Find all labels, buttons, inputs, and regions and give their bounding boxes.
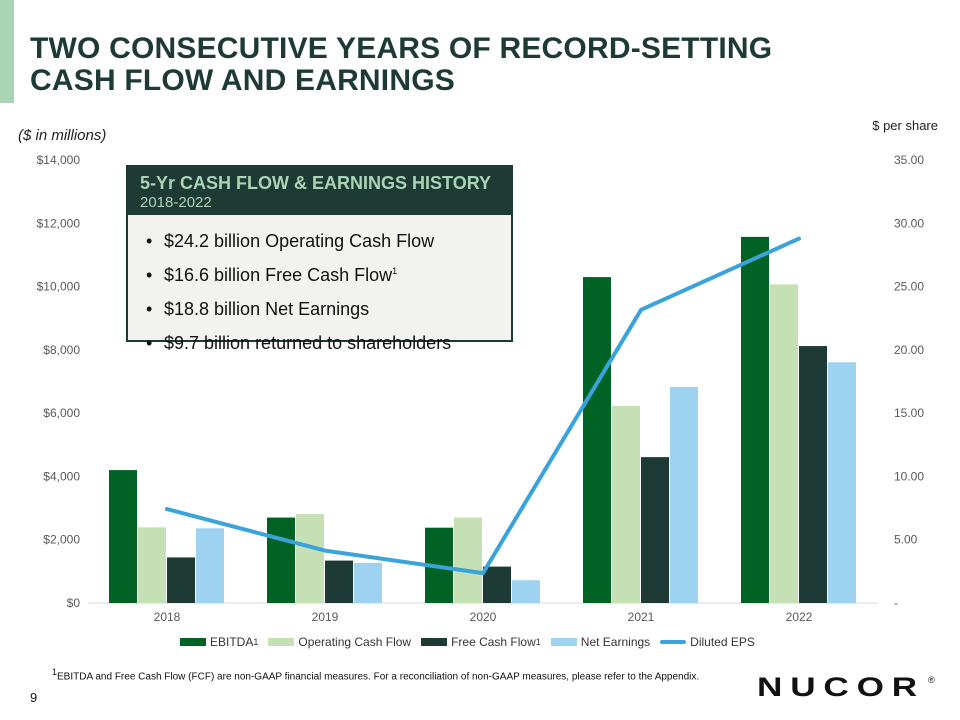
legend-label: Diluted EPS bbox=[690, 635, 755, 649]
bar-free-cash-flow bbox=[641, 457, 669, 603]
footnote-mark: 1 bbox=[52, 667, 58, 677]
line-diluted-eps bbox=[165, 236, 801, 576]
history-callout-box: 5-Yr CASH FLOW & EARNINGS HISTORY 2018-2… bbox=[126, 165, 513, 353]
slide-accent-bar bbox=[0, 0, 14, 103]
y-right-tick-label: 20.00 bbox=[894, 343, 924, 357]
slide-title-line1: TWO CONSECUTIVE YEARS OF RECORD-SETTING bbox=[30, 32, 773, 65]
left-axis-units: ($ in millions) bbox=[18, 127, 107, 144]
legend-label: Free Cash Flow bbox=[451, 635, 536, 649]
callout-title: 5-Yr CASH FLOW & EARNINGS HISTORY bbox=[140, 173, 492, 193]
bar-net-earnings bbox=[512, 580, 540, 603]
bar-operating-cash-flow bbox=[454, 517, 482, 603]
logo-wordmark: NUCOR bbox=[757, 674, 925, 700]
y-left-tick-label: $8,000 bbox=[43, 343, 80, 357]
logo-registered-mark: ® bbox=[928, 675, 935, 685]
bar-operating-cash-flow bbox=[612, 405, 640, 603]
y-left-tick-label: $0 bbox=[67, 596, 81, 610]
bar-ebitda bbox=[267, 517, 295, 603]
y-right-tick-label: 15.00 bbox=[894, 406, 924, 420]
callout-bullet: • $9.7 billion returned to shareholders bbox=[146, 329, 511, 353]
bar-free-cash-flow bbox=[167, 557, 195, 603]
bar-free-cash-flow bbox=[483, 566, 511, 603]
callout-bullet-sup: 1 bbox=[392, 266, 398, 276]
legend-line-swatch bbox=[660, 640, 687, 644]
footnote-text: EBITDA and Free Cash Flow (FCF) are non-… bbox=[57, 671, 700, 683]
y-right-tick-label: 30.00 bbox=[894, 216, 924, 230]
legend-sup: 1 bbox=[535, 637, 541, 647]
y-left-tick-label: $2,000 bbox=[43, 533, 80, 547]
legend-item-operating-cash-flow: Operating Cash Flow bbox=[268, 635, 411, 649]
callout-subtitle: 2018-2022 bbox=[140, 194, 212, 211]
x-tick-label: 2022 bbox=[786, 610, 813, 624]
y-right-tick-label: 5.00 bbox=[894, 533, 918, 547]
y-right-tick-label: 25.00 bbox=[894, 280, 924, 294]
bar-net-earnings bbox=[354, 562, 382, 603]
chart-legend: EBITDA 1 Operating Cash Flow Free Cash Fl… bbox=[180, 634, 765, 650]
footnote: 1EBITDA and Free Cash Flow (FCF) are non… bbox=[52, 667, 699, 682]
callout-bullet-list: • $24.2 billion Operating Cash Flow • $16.… bbox=[128, 215, 511, 353]
bar-net-earnings bbox=[196, 528, 224, 603]
bar-net-earnings bbox=[828, 362, 856, 603]
bullet-dot-icon: • bbox=[146, 333, 153, 353]
legend-item-net-earnings: Net Earnings bbox=[550, 635, 651, 649]
slide-title-line2: CASH FLOW AND EARNINGS bbox=[30, 64, 455, 97]
callout-bullet: • $18.8 billion Net Earnings bbox=[146, 295, 511, 319]
x-tick-label: 2020 bbox=[470, 610, 497, 624]
bar-free-cash-flow bbox=[325, 560, 353, 603]
callout-bullet-text: $24.2 billion Operating Cash Flow bbox=[164, 231, 435, 251]
legend-swatch bbox=[550, 638, 577, 646]
page-number: 9 bbox=[30, 690, 38, 705]
bar-operating-cash-flow bbox=[770, 284, 798, 603]
callout-bullet: • $24.2 billion Operating Cash Flow bbox=[146, 227, 511, 251]
bullet-dot-icon: • bbox=[146, 299, 153, 319]
legend-swatch bbox=[180, 638, 206, 646]
legend-label: EBITDA bbox=[210, 635, 254, 649]
nucor-logo: NUCOR ® bbox=[757, 674, 935, 700]
bar-operating-cash-flow bbox=[138, 527, 166, 603]
callout-bullet-text: $18.8 billion Net Earnings bbox=[164, 299, 370, 319]
bar-net-earnings bbox=[670, 386, 698, 603]
x-tick-label: 2021 bbox=[628, 610, 655, 624]
bullet-dot-icon: • bbox=[146, 265, 153, 285]
y-right-tick-label: - bbox=[894, 596, 898, 610]
y-right-tick-label: 35.00 bbox=[894, 153, 924, 167]
legend-label: Net Earnings bbox=[580, 635, 651, 649]
legend-swatch bbox=[421, 638, 448, 646]
y-left-tick-label: $10,000 bbox=[37, 280, 81, 294]
legend-item-diluted-eps: Diluted EPS bbox=[660, 635, 755, 649]
legend-item-free-cash-flow: Free Cash Flow 1 bbox=[421, 635, 541, 649]
y-left-tick-label: $4,000 bbox=[43, 469, 80, 483]
bullet-dot-icon: • bbox=[146, 231, 153, 251]
callout-bullet-text: $9.7 billion returned to shareholders bbox=[164, 333, 452, 353]
y-left-tick-label: $12,000 bbox=[37, 216, 81, 230]
callout-header: 5-Yr CASH FLOW & EARNINGS HISTORY 2018-2… bbox=[128, 167, 511, 215]
bar-ebitda bbox=[741, 236, 769, 603]
bar-ebitda bbox=[583, 277, 611, 603]
slide-title: TWO CONSECUTIVE YEARS OF RECORD-SETTING … bbox=[30, 33, 910, 97]
y-left-tick-label: $6,000 bbox=[43, 406, 80, 420]
legend-label: Operating Cash Flow bbox=[298, 635, 412, 649]
bar-operating-cash-flow bbox=[296, 514, 324, 603]
x-tick-label: 2018 bbox=[154, 610, 181, 624]
legend-swatch bbox=[268, 638, 295, 646]
bar-ebitda bbox=[109, 470, 137, 603]
y-left-tick-label: $14,000 bbox=[37, 153, 81, 167]
bar-free-cash-flow bbox=[799, 346, 827, 603]
right-axis-units: $ per share bbox=[872, 118, 938, 133]
x-tick-label: 2019 bbox=[312, 610, 339, 624]
legend-item-ebitda: EBITDA 1 bbox=[180, 635, 258, 649]
legend-sup: 1 bbox=[253, 637, 259, 647]
y-right-tick-label: 10.00 bbox=[894, 469, 924, 483]
callout-bullet-text: $16.6 billion Free Cash Flow bbox=[164, 265, 393, 285]
callout-bullet: • $16.6 billion Free Cash Flow1 bbox=[146, 261, 511, 285]
